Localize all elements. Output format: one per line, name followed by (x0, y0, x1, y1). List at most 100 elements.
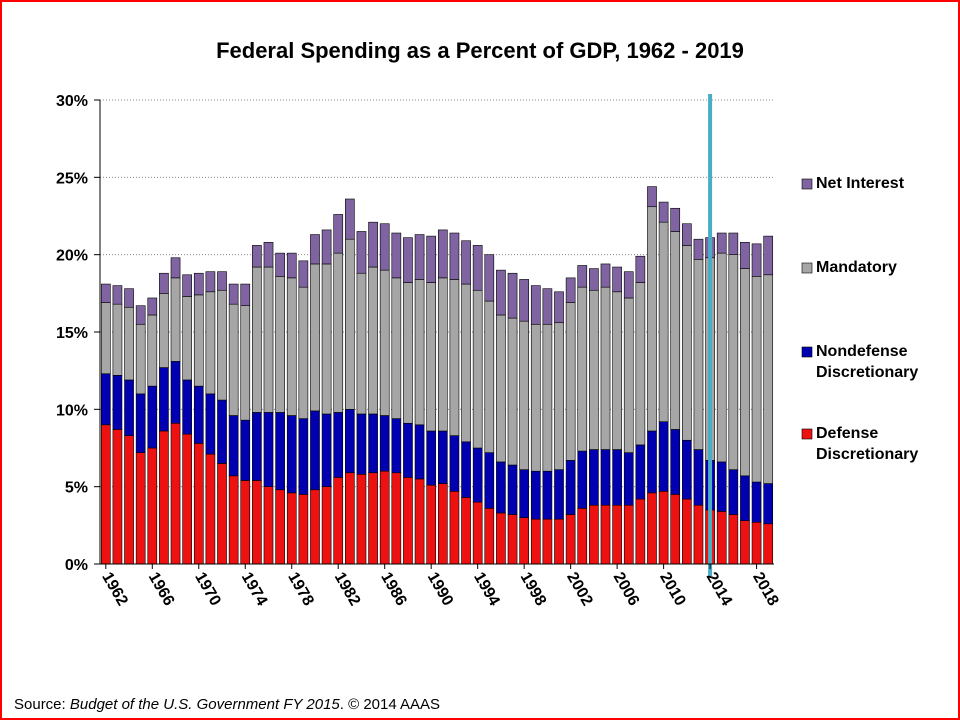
bar-mandatory-1997 (507, 317, 518, 466)
bar-net-interest-1966 (147, 297, 158, 316)
legend-swatch-defense-discretionary (801, 428, 813, 440)
bar-mandatory-1970 (193, 294, 204, 387)
x-tick-label: 2002 (563, 570, 596, 609)
bar-defense-discretionary-1984 (356, 473, 367, 565)
bar-mandatory-1992 (449, 279, 460, 436)
bar-defense-discretionary-1979 (298, 494, 309, 565)
bar-net-interest-1993 (461, 240, 471, 285)
bar-nondefense-discretionary-1966 (147, 385, 158, 449)
bar-net-interest-1967 (159, 272, 169, 294)
bar-nondefense-discretionary-1991 (437, 430, 448, 484)
bar-mandatory-1964 (124, 306, 134, 381)
bar-mandatory-1971 (205, 291, 216, 395)
chart-title: Federal Spending as a Percent of GDP, 19… (216, 38, 744, 63)
bar-net-interest-2006 (612, 266, 622, 293)
bar-defense-discretionary-2016 (728, 514, 739, 565)
bar-nondefense-discretionary-2005 (600, 449, 611, 506)
bar-mandatory-2013 (693, 259, 704, 450)
bar-net-interest-1976 (263, 241, 274, 268)
bar-net-interest-1970 (193, 272, 204, 296)
bar-defense-discretionary-2008 (635, 498, 646, 565)
bar-net-interest-2002 (565, 277, 576, 303)
bar-mandatory-1973 (228, 303, 239, 416)
bar-defense-discretionary-1985 (368, 472, 378, 565)
bar-net-interest-2009 (647, 186, 657, 208)
bar-net-interest-1965 (135, 305, 146, 325)
bar-net-interest-1999 (530, 285, 541, 325)
y-tick-label: 0% (65, 557, 88, 574)
bar-mandatory-2016 (728, 254, 739, 470)
x-tick-label: 1986 (377, 570, 410, 609)
bar-nondefense-discretionary-2007 (623, 452, 634, 506)
bar-nondefense-discretionary-2015 (716, 461, 727, 512)
bar-net-interest-1975 (252, 245, 262, 268)
bar-defense-discretionary-1992 (449, 491, 460, 565)
bar-nondefense-discretionary-1971 (205, 393, 216, 455)
x-tick-label: 2006 (610, 570, 643, 609)
bar-mandatory-1978 (286, 277, 297, 416)
bar-nondefense-discretionary-1964 (124, 379, 134, 436)
legend-label-line: Discretionary (816, 446, 918, 463)
bar-net-interest-1982 (333, 214, 344, 254)
bar-defense-discretionary-1978 (286, 492, 297, 565)
bar-mandatory-1968 (170, 277, 181, 362)
bar-defense-discretionary-1991 (437, 483, 448, 565)
legend-label-line: Discretionary (816, 364, 918, 381)
bar-defense-discretionary-1971 (205, 453, 216, 565)
bar-defense-discretionary-2017 (740, 520, 750, 565)
bar-defense-discretionary-1990 (426, 484, 437, 565)
bar-net-interest-1998 (519, 279, 529, 322)
y-tick-label: 15% (56, 325, 88, 342)
bar-mandatory-1991 (437, 277, 448, 432)
bar-mandatory-1988 (403, 282, 413, 424)
bar-defense-discretionary-1970 (193, 443, 204, 565)
bar-net-interest-1984 (356, 231, 367, 274)
bar-defense-discretionary-1995 (484, 508, 495, 565)
bar-nondefense-discretionary-1969 (182, 379, 192, 435)
bar-nondefense-discretionary-2006 (612, 449, 622, 506)
y-tick-label: 30% (56, 93, 88, 110)
bar-defense-discretionary-1977 (275, 489, 285, 565)
bar-defense-discretionary-2019 (763, 523, 774, 565)
legend-label-line: Defense (816, 425, 878, 442)
bar-nondefense-discretionary-2002 (565, 460, 576, 515)
bar-nondefense-discretionary-2010 (658, 421, 669, 492)
legend-label-mandatory: Mandatory (816, 259, 897, 276)
bar-nondefense-discretionary-2017 (740, 475, 750, 521)
bar-defense-discretionary-1994 (472, 501, 483, 565)
bar-nondefense-discretionary-1984 (356, 413, 367, 475)
bar-mandatory-2011 (670, 231, 681, 430)
bar-net-interest-1990 (426, 235, 437, 283)
bar-net-interest-2010 (658, 201, 669, 223)
bar-nondefense-discretionary-1995 (484, 452, 495, 509)
bar-mandatory-1999 (530, 323, 541, 472)
bar-net-interest-1985 (368, 221, 378, 268)
bar-defense-discretionary-1976 (263, 486, 274, 565)
bar-nondefense-discretionary-2013 (693, 449, 704, 506)
bar-mandatory-1993 (461, 283, 471, 443)
bar-mandatory-1989 (414, 279, 425, 426)
bar-mandatory-2001 (554, 322, 564, 470)
bar-defense-discretionary-2003 (577, 508, 588, 565)
bar-nondefense-discretionary-1993 (461, 441, 471, 498)
x-tick-label: 1974 (238, 570, 271, 609)
bar-mandatory-1998 (519, 320, 529, 470)
bar-defense-discretionary-1986 (379, 470, 390, 565)
bar-net-interest-1997 (507, 272, 518, 319)
bar-nondefense-discretionary-2003 (577, 450, 588, 509)
bar-net-interest-2013 (693, 238, 704, 260)
bar-defense-discretionary-1996 (496, 512, 506, 565)
bar-nondefense-discretionary-1967 (159, 367, 169, 432)
bar-nondefense-discretionary-1992 (449, 435, 460, 492)
bar-mandatory-2018 (751, 276, 762, 483)
bar-mandatory-2009 (647, 206, 657, 432)
y-tick-label: 5% (65, 480, 88, 497)
bar-nondefense-discretionary-1987 (391, 418, 402, 474)
bar-defense-discretionary-1981 (321, 486, 332, 565)
bar-defense-discretionary-2011 (670, 494, 681, 565)
bar-net-interest-2019 (763, 235, 774, 276)
x-tick-label: 1978 (284, 570, 317, 609)
bar-net-interest-1996 (496, 269, 506, 316)
bar-defense-discretionary-2012 (682, 498, 692, 565)
